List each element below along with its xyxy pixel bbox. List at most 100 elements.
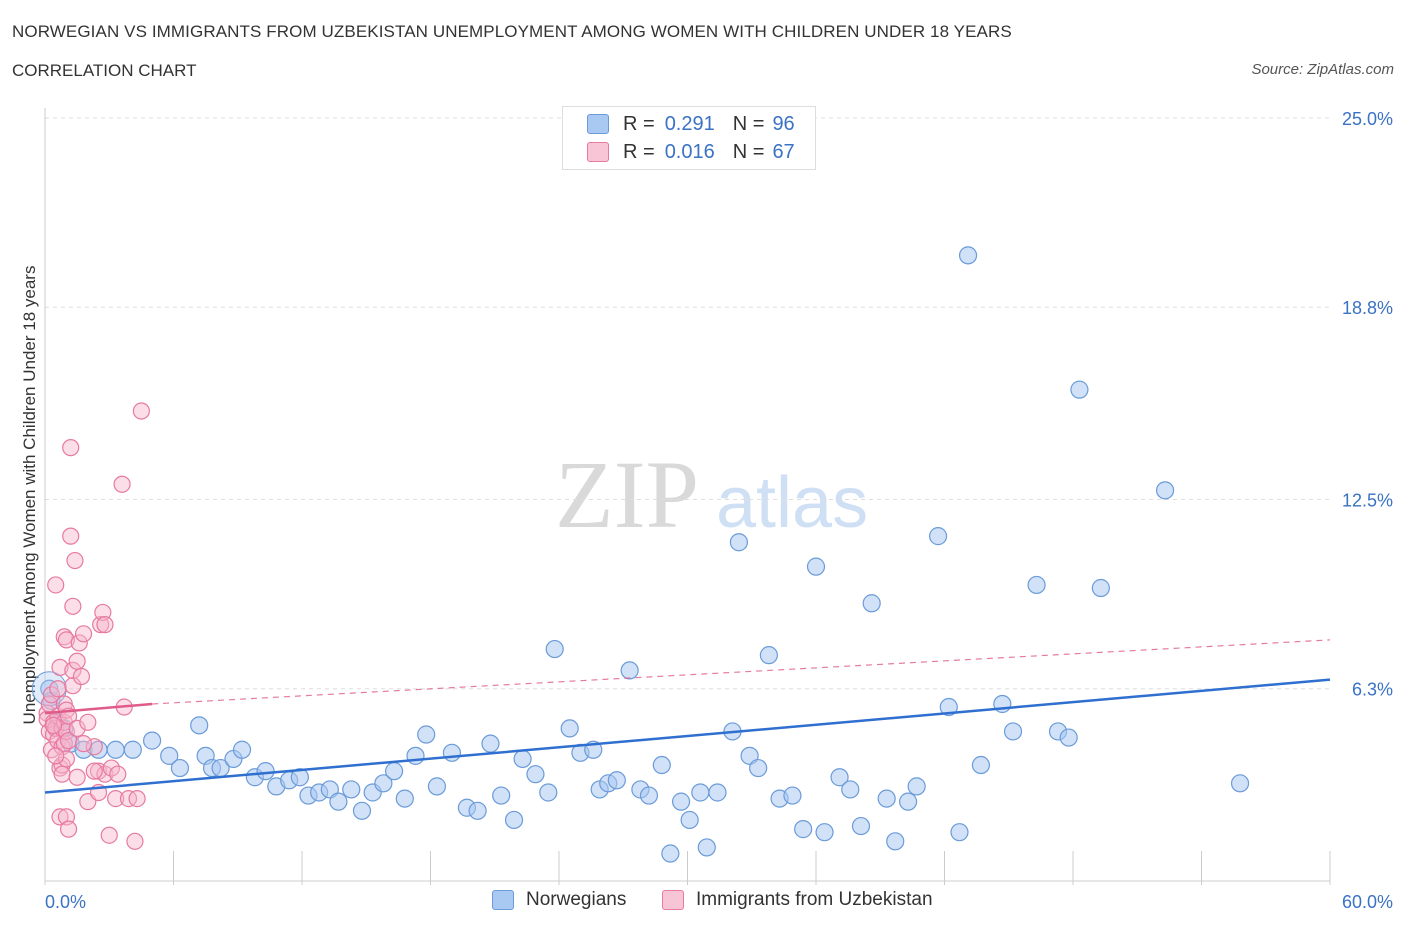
data-point-uzbekistan (85, 738, 103, 756)
data-point-uzbekistan (68, 768, 86, 786)
data-point-uzbekistan (96, 616, 114, 634)
blue-swatch-icon (492, 890, 514, 910)
data-point-uzbekistan (66, 551, 84, 570)
data-point-uzbekistan (64, 661, 82, 680)
pink-swatch-icon (662, 890, 684, 910)
data-point-norwegians (442, 743, 462, 762)
data-point-norwegians (123, 740, 142, 759)
data-point-uzbekistan (44, 716, 63, 734)
n-label: N = (732, 112, 765, 135)
data-point-norwegians (1027, 575, 1046, 595)
legend-item-norwegians[interactable]: Norwegians (492, 889, 626, 911)
y-tick-label: 12.5% (1342, 491, 1393, 511)
data-point-norwegians (374, 774, 393, 793)
legend-item-uzbekistan[interactable]: Immigrants from Uzbekistan (662, 889, 933, 911)
data-point-uzbekistan (132, 402, 150, 420)
n-value: 96 (772, 112, 795, 135)
data-point-norwegians (384, 762, 404, 781)
data-point-norwegians (504, 810, 524, 830)
data-point-norwegians (841, 780, 860, 799)
data-point-norwegians (406, 746, 425, 765)
data-point-uzbekistan (74, 735, 93, 753)
data-point-uzbekistan (107, 789, 125, 808)
data-point-norwegians (545, 639, 564, 659)
data-point-uzbekistan (85, 762, 103, 780)
data-point-norwegians (607, 771, 626, 790)
r-label: R = (623, 140, 655, 163)
trend-lines (44, 639, 1331, 794)
legend-row-norwegians: R = 0.291 N = 96 (587, 112, 795, 136)
data-point-norwegians (395, 789, 414, 808)
data-point-norwegians (958, 246, 978, 265)
data-point-norwegians (106, 740, 125, 759)
y-tick-label: 25.0% (1342, 109, 1393, 129)
data-point-norwegians (468, 801, 487, 820)
data-point-norwegians (830, 768, 849, 787)
data-point-norwegians (708, 783, 727, 802)
data-point-uzbekistan (62, 439, 80, 457)
data-point-norwegians (142, 731, 162, 750)
data-point-uzbekistan (51, 808, 69, 826)
x-tick-label: 60.0% (1342, 892, 1393, 912)
watermark-atlas: atlas (716, 463, 868, 543)
data-point-norwegians (661, 844, 680, 863)
r-value: 0.291 (664, 112, 715, 135)
data-point-uzbekistan (113, 475, 131, 493)
data-point-norwegians (783, 786, 802, 805)
series-legend: Norwegians Immigrants from Uzbekistan (0, 889, 1406, 915)
data-point-norwegians (794, 820, 813, 839)
data-point-norwegians (729, 533, 749, 552)
series-norwegians (31, 246, 1250, 863)
data-point-norwegians (939, 697, 958, 717)
data-point-norwegians (877, 789, 896, 808)
data-point-uzbekistan (109, 765, 127, 783)
trend-line-uzbekistan-extended (152, 639, 1331, 705)
data-point-uzbekistan (47, 576, 65, 594)
data-point-norwegians (256, 762, 275, 781)
data-point-norwegians (526, 765, 545, 784)
data-point-norwegians (1070, 380, 1089, 399)
data-point-norwegians (749, 758, 768, 778)
data-point-uzbekistan (59, 820, 78, 838)
data-point-uzbekistan (51, 658, 69, 676)
axes (44, 108, 1331, 885)
data-point-norwegians (539, 783, 558, 802)
watermark-zip: ZIP (555, 441, 699, 548)
legend-row-uzbekistan: R = 0.016 N = 67 (587, 140, 795, 164)
legend-label: Norwegians (526, 889, 627, 910)
data-point-norwegians (652, 755, 671, 775)
data-point-norwegians (342, 780, 361, 799)
data-point-norwegians (697, 838, 716, 857)
data-point-uzbekistan (53, 765, 71, 783)
data-point-norwegians (560, 719, 579, 738)
data-point-uzbekistan (47, 747, 65, 765)
y-tick-label: 6.3% (1352, 680, 1393, 700)
data-point-norwegians (232, 740, 252, 759)
data-point-norwegians (1059, 728, 1078, 747)
r-label: R = (623, 112, 655, 135)
data-point-uzbekistan (100, 826, 118, 844)
source-credit: Source: ZipAtlas.com (1251, 61, 1394, 78)
data-point-norwegians (886, 832, 905, 851)
data-point-uzbekistan (55, 628, 73, 646)
data-point-uzbekistan (68, 652, 86, 670)
n-value: 67 (772, 140, 795, 163)
grid-lines (45, 117, 1330, 690)
data-point-norwegians (815, 823, 834, 842)
data-point-uzbekistan (64, 597, 82, 615)
data-point-norwegians (898, 792, 918, 811)
data-point-norwegians (671, 792, 691, 811)
data-point-norwegians (427, 777, 447, 796)
data-point-norwegians (352, 801, 372, 820)
pink-swatch-icon (587, 142, 609, 162)
data-point-uzbekistan (79, 713, 97, 731)
legend-label: Immigrants from Uzbekistan (696, 889, 933, 910)
n-label: N = (732, 140, 765, 163)
trend-line-norwegians (44, 678, 1331, 794)
data-point-norwegians (170, 758, 190, 778)
data-point-uzbekistan (70, 634, 88, 652)
data-point-uzbekistan (102, 759, 120, 777)
data-point-norwegians (851, 816, 871, 836)
data-point-uzbekistan (64, 677, 82, 695)
